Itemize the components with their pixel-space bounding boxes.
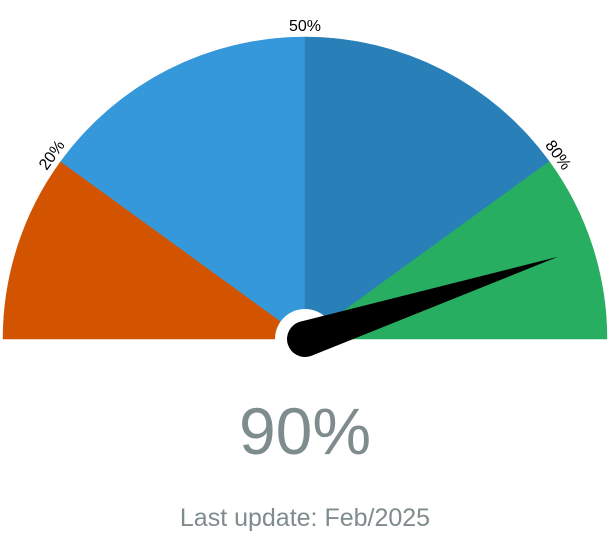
gauge-tick-label: 50%	[289, 18, 321, 35]
gauge-band-0-20	[2, 161, 306, 340]
gauge-needle-pointer	[287, 256, 558, 357]
gauge-needle	[275, 256, 558, 369]
last-update-label: Last update: Feb/2025	[179, 504, 431, 532]
gauge-bands	[2, 36, 608, 340]
gauge-value-label: 90%	[238, 394, 372, 468]
gauge-band-20-50	[60, 36, 306, 340]
gauge-band-80-100	[304, 161, 608, 340]
gauge-band-50-80	[304, 36, 550, 340]
